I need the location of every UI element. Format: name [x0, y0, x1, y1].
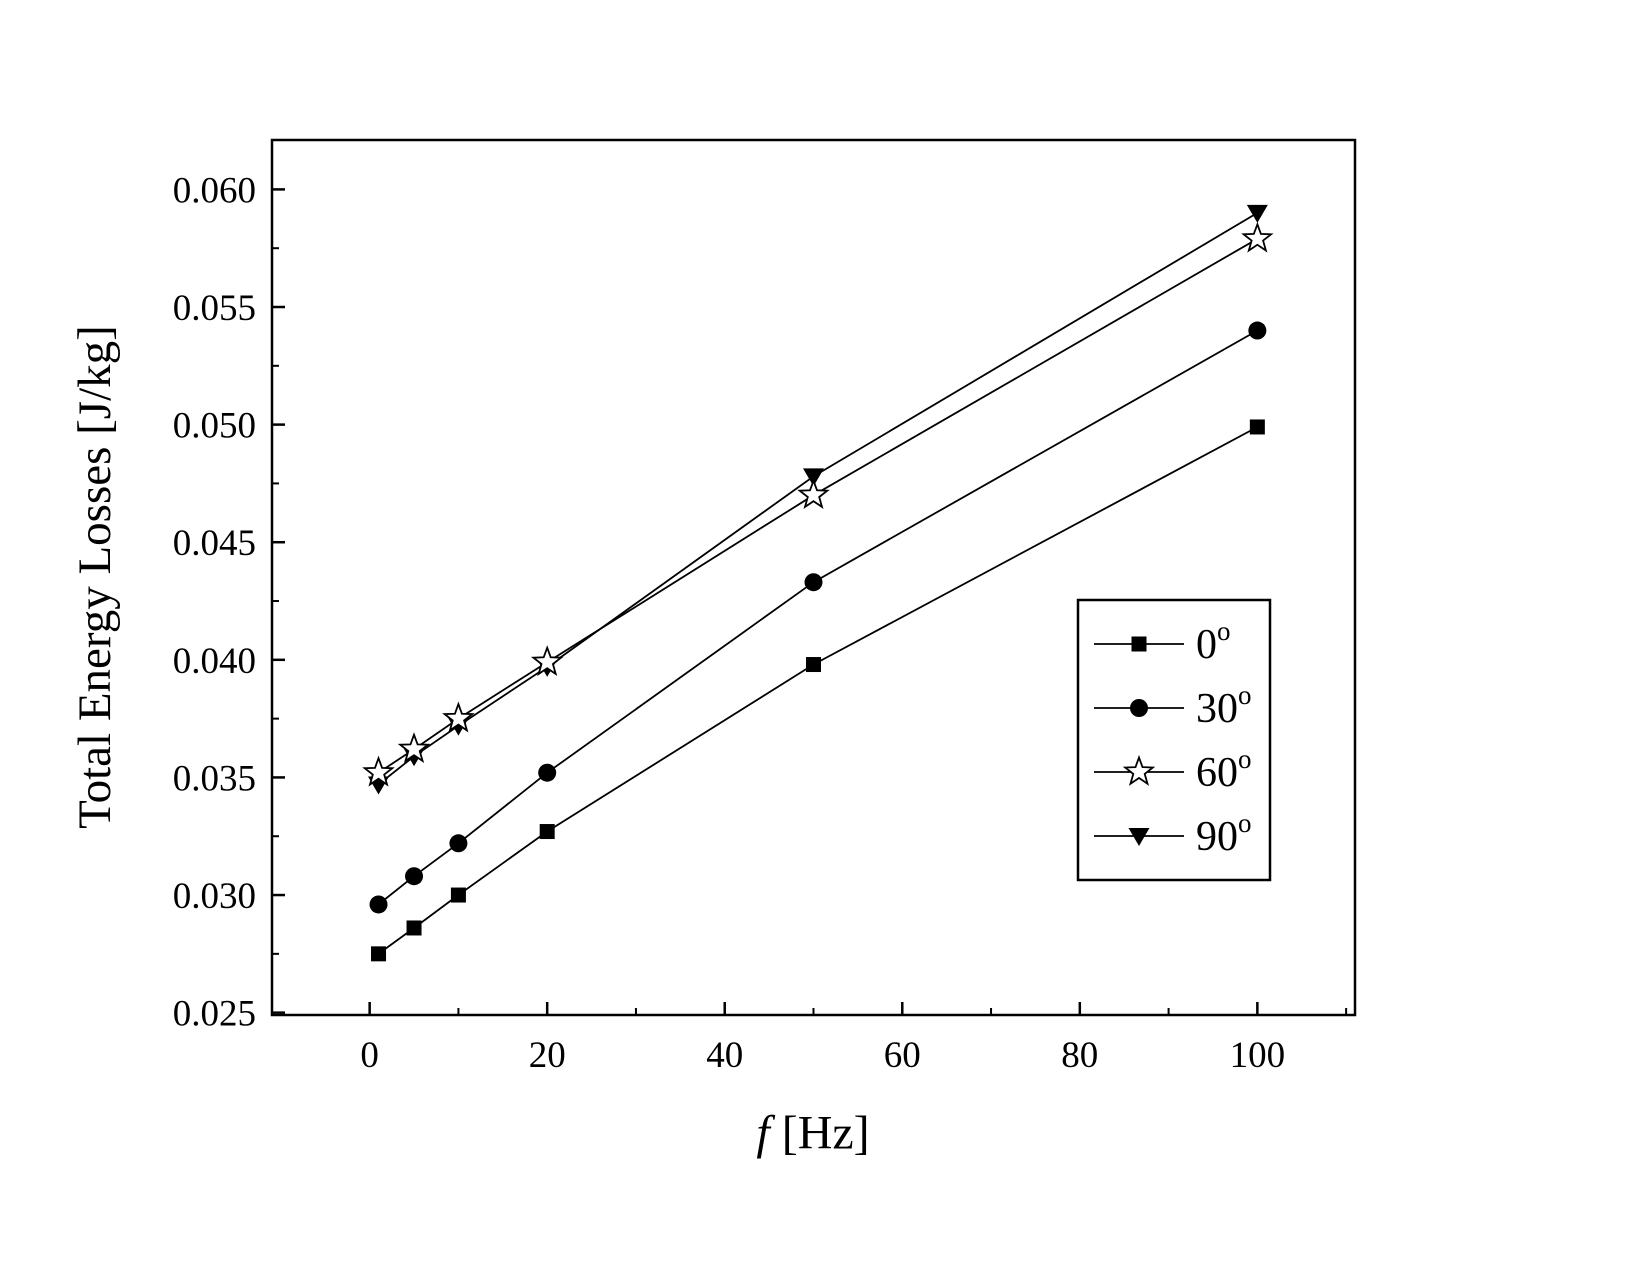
star-marker: [797, 478, 830, 510]
x-axis: 0 20 40 60 80 100: [360, 1002, 1348, 1076]
triangle-down-marker: [803, 468, 824, 487]
star-marker: [1241, 221, 1274, 253]
x-tick-label: 80: [1061, 1035, 1098, 1076]
y-tick-label: 0.060: [173, 170, 256, 211]
square-marker: [406, 920, 422, 936]
y-axis: 0.025 0.030 0.035 0.040 0.045 0.050 0.055 0.060: [173, 170, 285, 1035]
legend-entry: 0o: [1094, 616, 1231, 668]
legend-label: 90o: [1196, 808, 1252, 860]
legend: 0o 30o 60o 90o: [1076, 598, 1272, 882]
y-tick-label: 0.050: [173, 406, 256, 447]
star-marker: [442, 701, 475, 733]
triangle-down-marker: [1128, 828, 1150, 846]
x-tick-label: 60: [884, 1035, 921, 1076]
series: [362, 204, 1274, 962]
x-tick-label: 40: [706, 1035, 743, 1076]
y-tick-label: 0.055: [173, 288, 256, 329]
x-axis-title: f [Hz]: [756, 1106, 869, 1161]
circle-marker: [369, 895, 388, 914]
legend-box: [1076, 598, 1272, 882]
y-axis-title: Total Energy Losses [J/kg]: [69, 325, 121, 829]
x-tick-label: 0: [360, 1035, 379, 1076]
series-markers-30deg: [369, 321, 1267, 914]
series-line-90deg: [377, 212, 1258, 786]
series-markers-60deg: [362, 221, 1274, 787]
star-marker: [397, 732, 431, 764]
circle-marker: [1130, 699, 1148, 717]
legend-label: 30o: [1196, 680, 1252, 732]
square-marker: [806, 657, 821, 673]
x-tick-label: 20: [529, 1035, 566, 1076]
y-tick-label: 0.045: [173, 523, 256, 564]
circle-marker: [449, 834, 468, 853]
square-marker: [1131, 636, 1147, 652]
square-marker: [371, 946, 387, 962]
legend-label: 0o: [1196, 616, 1231, 668]
y-tick-label: 0.035: [173, 758, 256, 799]
y-tick-label: 0.040: [173, 641, 256, 682]
circle-marker: [1248, 321, 1267, 340]
circle-marker: [538, 763, 557, 782]
series-markers-0deg: [371, 419, 1265, 962]
circle-marker: [405, 867, 424, 886]
legend-entry: 30o: [1094, 680, 1252, 732]
square-marker: [539, 824, 555, 840]
y-tick-label: 0.025: [173, 994, 256, 1035]
legend-entry: 60o: [1094, 744, 1252, 796]
x-axis-title-symbol: f: [756, 1106, 770, 1160]
star-marker: [530, 645, 564, 677]
legend-entry: 90o: [1094, 808, 1252, 860]
legend-label: 60o: [1196, 744, 1252, 796]
square-marker: [450, 887, 466, 903]
y-tick-label: 0.030: [173, 876, 256, 917]
star-marker: [362, 755, 395, 787]
circle-marker: [804, 573, 823, 592]
triangle-down-marker: [1246, 204, 1268, 223]
square-marker: [1249, 419, 1265, 435]
star-marker: [1122, 754, 1156, 786]
x-axis-title-unit: [Hz]: [769, 1106, 870, 1160]
x-tick-label: 100: [1230, 1035, 1286, 1076]
